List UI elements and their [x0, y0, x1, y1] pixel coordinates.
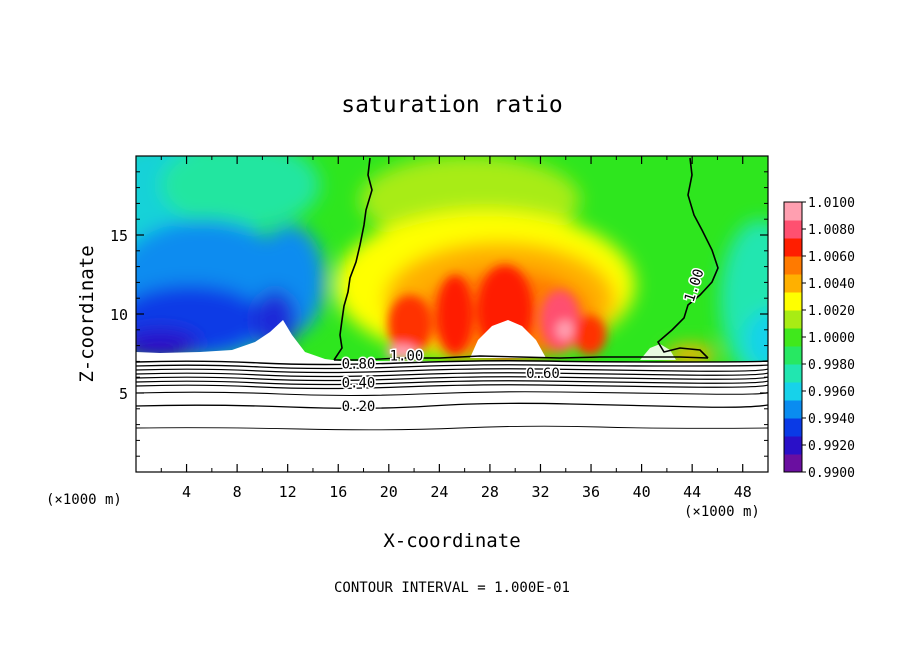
plot-area: 1.001.000.800.600.400.20 [136, 156, 768, 472]
x-axis-label: X-coordinate [383, 530, 520, 552]
colorbar-swatch [784, 238, 802, 257]
contour-1-00-right [656, 157, 719, 359]
colorbar-swatch [784, 202, 802, 221]
x-unit-right: (×1000 m) [684, 504, 760, 520]
x-tick-label: 48 [734, 483, 752, 501]
colorbar-label: 1.0100 [808, 196, 855, 211]
colorbar-label: 1.0060 [808, 250, 855, 265]
colorbar-swatch [784, 256, 802, 275]
colorbar-swatch [784, 274, 802, 293]
colorbar-swatch [784, 346, 802, 365]
colorbar: 0.9900 0.9920 0.9940 0.9960 0.9980 1.0000 1.00… [783, 196, 855, 481]
x-tick-label: 24 [430, 483, 448, 501]
colorbar-swatch [784, 400, 802, 419]
y-axis: 5 10 15 [110, 171, 768, 457]
colorbar-label: 0.9980 [808, 358, 855, 373]
colorbar-swatch [784, 310, 802, 329]
saturation-field [136, 156, 768, 472]
x-tick-label: 4 [182, 483, 191, 501]
contour-1-00-base [334, 355, 709, 361]
contour-interval-note: CONTOUR INTERVAL = 1.000E-01 [334, 580, 570, 596]
x-tick-label: 32 [531, 483, 549, 501]
contour-label: 0.80 [342, 357, 376, 373]
colorbar-swatch [784, 454, 802, 473]
contour-labels: 1.001.000.800.600.400.20 [340, 266, 709, 417]
colorbar-swatch [784, 292, 802, 311]
colorbar-label: 1.0020 [808, 304, 855, 319]
colorbar-label: 0.9960 [808, 385, 855, 400]
contour-label: 0.40 [342, 376, 376, 392]
y-tick-label: 5 [119, 385, 128, 403]
colorbar-swatch [784, 436, 802, 455]
contour-1-00-left [333, 157, 373, 361]
colorbar-swatch [784, 220, 802, 239]
colorbar-swatch [784, 418, 802, 437]
x-axis: 4 8 12 16 20 24 28 32 36 40 44 48 [160, 156, 752, 501]
colorbar-label: 1.0040 [808, 277, 855, 292]
y-tick-label: 15 [110, 227, 128, 245]
colorbar-swatch [784, 328, 802, 347]
x-tick-label: 20 [380, 483, 398, 501]
x-tick-label: 16 [329, 483, 347, 501]
chart-title: saturation ratio [341, 92, 563, 118]
contour-lines [136, 157, 768, 431]
x-tick-label: 8 [233, 483, 242, 501]
colorbar-label: 0.9940 [808, 412, 855, 427]
x-tick-label: 44 [683, 483, 701, 501]
x-tick-label: 12 [279, 483, 297, 501]
colorbar-label: 1.0080 [808, 223, 855, 238]
x-tick-label: 28 [481, 483, 499, 501]
colorbar-swatch [784, 382, 802, 401]
x-unit-left: (×1000 m) [46, 492, 122, 508]
y-axis-label: Z-coordinate [76, 245, 98, 382]
colorbar-label: 0.9900 [808, 466, 855, 481]
contour-label: 1.00 [390, 349, 424, 365]
contour-label: 0.20 [342, 399, 376, 415]
x-tick-label: 40 [633, 483, 651, 501]
colorbar-label: 1.0000 [808, 331, 855, 346]
colorbar-label: 0.9920 [808, 439, 855, 454]
y-tick-label: 10 [110, 306, 128, 324]
colorbar-swatch [784, 364, 802, 383]
x-tick-label: 36 [582, 483, 600, 501]
contour-label: 0.60 [526, 366, 560, 382]
